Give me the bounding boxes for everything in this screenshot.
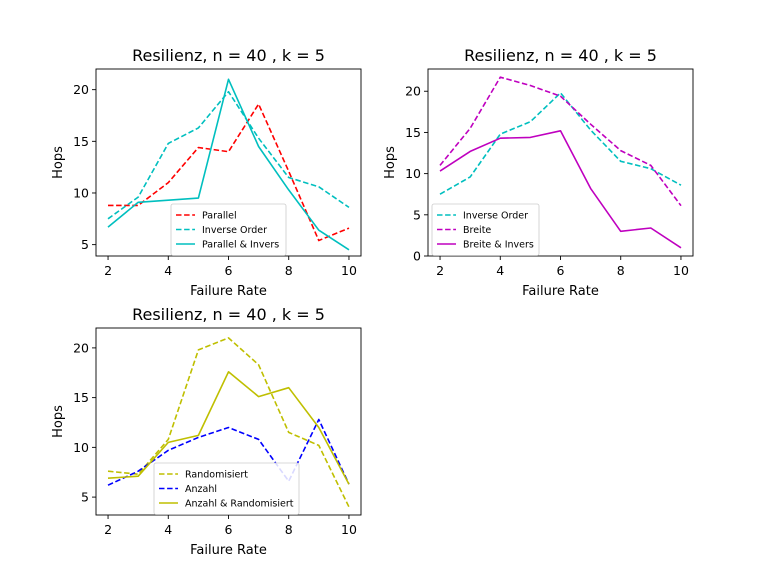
x-axis-label: Failure Rate [190,284,267,299]
x-tick-label: 8 [285,522,293,537]
legend-entry: Breite & Invers [463,240,534,251]
y-axis-label: Hops [51,405,66,438]
x-axis-label: Failure Rate [190,543,267,558]
y-tick-label: 5 [413,207,421,222]
x-tick-label: 4 [164,522,172,537]
y-tick-label: 5 [81,237,89,252]
series-line-parallel-invers [107,78,350,251]
y-tick-label: 15 [405,125,421,140]
x-tick-label: 8 [617,263,625,278]
x-tick-label: 10 [341,263,357,278]
legend-entry: Anzahl [185,484,217,495]
legend-entry: Randomisiert [185,470,248,481]
x-tick-label: 10 [673,263,689,278]
legend-entry: Parallel [202,211,237,222]
x-tick-label: 2 [104,263,112,278]
chart-title: Resilienz, n = 40 , k = 5 [464,46,657,65]
x-tick-label: 2 [436,263,444,278]
y-tick-label: 0 [413,249,421,264]
legend-entry: Parallel & Invers [202,240,279,251]
chart-panel-3: Resilienz, n = 40 , k = 5 2 4 6 8 10 5 10 15 20 Fa… [51,305,362,558]
legend-entry: Breite [463,225,491,236]
y-tick-label: 15 [73,134,89,149]
plot-frame [95,327,362,516]
chart-panel-1: Resilienz, n = 40 , k = 5 2 4 6 8 10 5 10 15 20 Fa… [51,46,362,299]
legend: Inverse Order Breite Breite & Invers [431,203,540,256]
x-tick-label: 4 [164,263,172,278]
legend-entry: Inverse Order [463,211,528,222]
chart-title: Resilienz, n = 40 , k = 5 [132,46,325,65]
y-axis-label: Hops [383,146,398,179]
series-line-inverse-order [107,90,350,220]
y-tick-label: 10 [405,166,421,181]
y-tick-label: 15 [73,390,89,405]
legend-entry: Inverse Order [202,225,267,236]
series-line-randomisiert [107,337,350,508]
y-tick-label: 10 [73,440,89,455]
series-line-breite-invers [439,130,682,249]
x-axis-label: Failure Rate [522,284,599,299]
legend: Parallel Inverse Order Parallel & Invers [170,203,287,256]
y-tick-label: 5 [81,490,89,505]
y-tick-label: 20 [405,84,421,99]
x-tick-label: 6 [557,263,565,278]
chart-title: Resilienz, n = 40 , k = 5 [132,305,325,324]
series-line-anzahl-randomisiert [107,370,350,485]
x-tick-label: 10 [341,522,357,537]
legend: Randomisiert Anzahl Anzahl & Randomisiert [153,462,300,515]
x-tick-label: 8 [285,263,293,278]
legend-box [431,203,540,256]
plot-frame [427,68,694,257]
y-tick-label: 20 [73,340,89,355]
chart-panel-2: Resilienz, n = 40 , k = 5 2 4 6 8 10 0 5 10 15 20 F… [383,46,694,299]
legend-box [153,462,300,515]
plot-frame [95,68,362,257]
x-tick-label: 4 [496,263,504,278]
series-line-breite [439,76,682,207]
legend-box [170,203,287,256]
series-line-inverse-order [439,92,682,195]
y-tick-label: 20 [73,82,89,97]
x-tick-label: 2 [104,522,112,537]
legend-entry: Anzahl & Randomisiert [185,499,294,510]
x-tick-label: 6 [225,263,233,278]
y-axis-label: Hops [51,146,66,179]
x-tick-label: 6 [225,522,233,537]
y-tick-label: 10 [73,185,89,200]
